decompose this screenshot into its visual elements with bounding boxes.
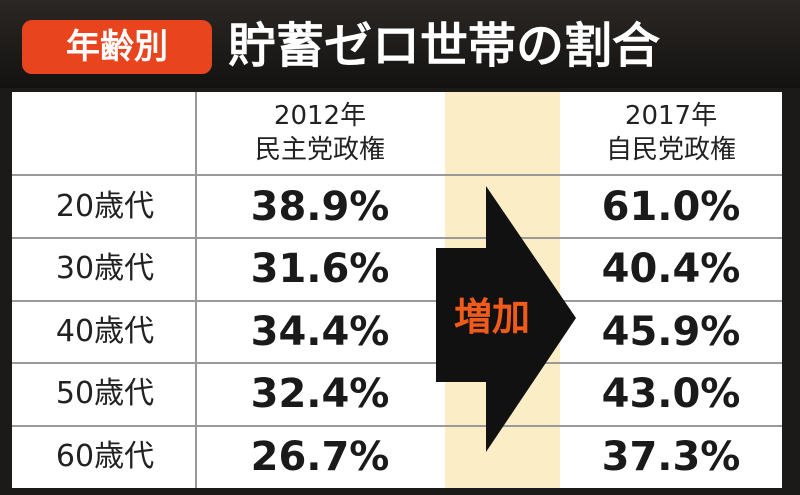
title: 貯蓄ゼロ世帯の割合 bbox=[228, 18, 661, 74]
row-label: 40歳代 bbox=[55, 313, 155, 349]
col-line bbox=[195, 92, 197, 488]
row-label: 30歳代 bbox=[55, 251, 155, 287]
cell-value: 38.9% bbox=[250, 184, 390, 230]
cell-value: 40.4% bbox=[601, 246, 741, 293]
cell-value: 31.6% bbox=[250, 246, 390, 293]
arrow-shape bbox=[436, 186, 576, 452]
cell-value: 61.0% bbox=[601, 184, 741, 230]
row-line bbox=[12, 237, 782, 240]
table bbox=[12, 92, 782, 488]
cell-value: 45.9% bbox=[601, 308, 741, 355]
column-label: 自民党政権 bbox=[605, 135, 736, 165]
tag: 年齢別 bbox=[22, 20, 212, 74]
row-line bbox=[12, 174, 782, 176]
arrow-label: 増加 bbox=[453, 295, 530, 339]
row-line bbox=[12, 299, 782, 302]
column-year: 2017年 bbox=[624, 101, 718, 131]
cell-value: 37.3% bbox=[601, 433, 741, 480]
column-year: 2012年 bbox=[273, 101, 367, 131]
row-line bbox=[12, 362, 782, 365]
row-line bbox=[12, 424, 782, 427]
cell-value: 34.4% bbox=[250, 308, 390, 355]
row-label: 20歳代 bbox=[55, 189, 155, 224]
column-label: 民主党政権 bbox=[254, 135, 385, 165]
cell-value: 26.7% bbox=[250, 433, 390, 480]
row-label: 50歳代 bbox=[55, 376, 155, 412]
cell-value: 32.4% bbox=[250, 371, 390, 418]
cell-value: 43.0% bbox=[601, 371, 741, 418]
row-label: 60歳代 bbox=[55, 438, 155, 474]
